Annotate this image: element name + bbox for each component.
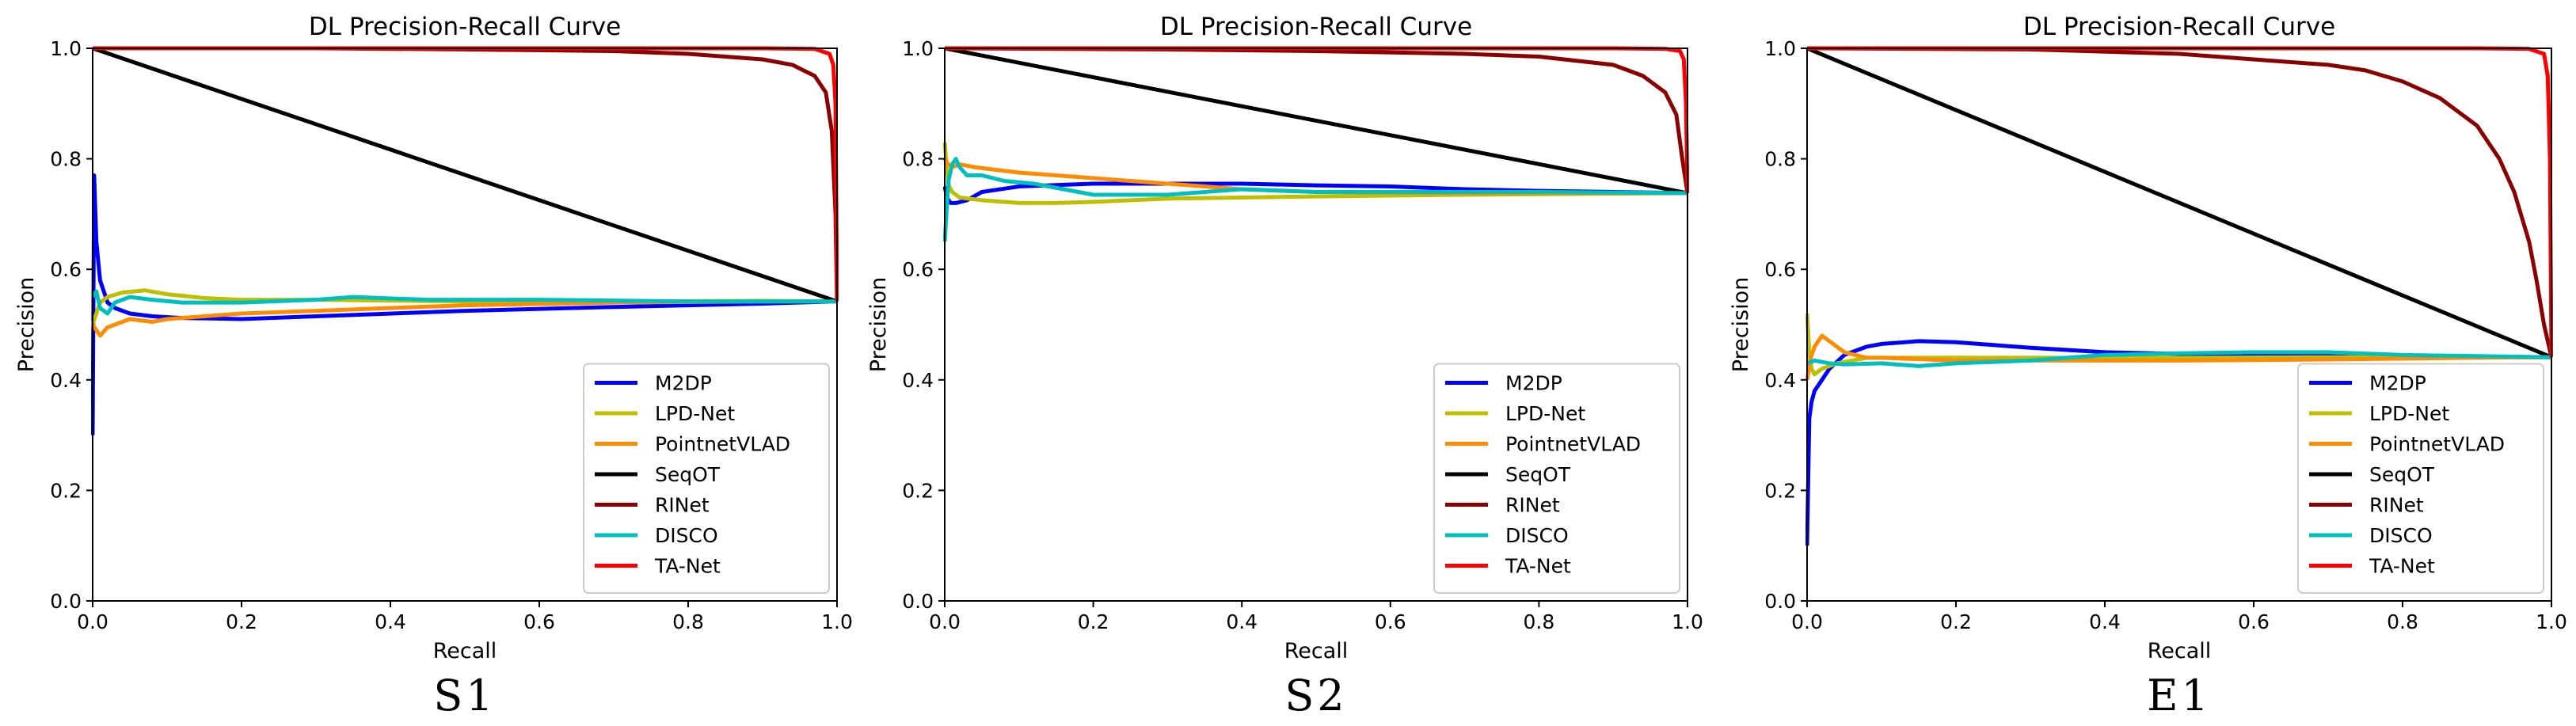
- legend-label: M2DP: [655, 372, 712, 395]
- y-tick-label: 0.0: [50, 590, 82, 613]
- legend-label: TA-Net: [654, 555, 721, 578]
- x-tick-label: 0.4: [375, 610, 406, 633]
- legend-box: [2297, 363, 2544, 594]
- series-line-seqot: [1806, 46, 2552, 359]
- series-line-seqot: [944, 46, 1688, 196]
- x-tick-label: 1.0: [1672, 610, 1703, 633]
- y-tick-label: 0.8: [50, 148, 82, 171]
- y-axis-title: Precision: [866, 277, 891, 372]
- legend-label: TA-Net: [2369, 555, 2435, 578]
- x-tick-label: 0.0: [929, 610, 961, 633]
- x-tick-label: 0.8: [1524, 610, 1555, 633]
- legend-label: PointnetVLAD: [1505, 433, 1641, 456]
- y-tick-label: 0.4: [902, 369, 934, 392]
- chart-title: DL Precision-Recall Curve: [309, 13, 621, 41]
- legend-label: RINet: [655, 494, 710, 517]
- y-tick-label: 0.2: [902, 479, 934, 502]
- x-tick-label: 0.0: [77, 610, 108, 633]
- series-line-disco: [1806, 350, 2552, 368]
- legend: M2DP LPD-Net PointnetVLAD SeqOT RINet DISCO TA…: [2297, 363, 2544, 594]
- y-tick-label: 1.0: [1764, 37, 1796, 60]
- x-tick-label: 0.8: [672, 610, 704, 633]
- legend-label: PointnetVLAD: [2369, 433, 2505, 456]
- series-line-seqot: [92, 46, 838, 304]
- y-tick-label: 0.6: [902, 258, 934, 281]
- legend-label: RINet: [1505, 494, 1560, 517]
- legend-label: DISCO: [2369, 524, 2433, 547]
- legend-label: LPD-Net: [2369, 402, 2449, 425]
- series-line-disco: [943, 157, 1688, 242]
- y-tick-label: 0.4: [50, 369, 82, 392]
- y-tick-label: 0.8: [1764, 148, 1796, 171]
- x-tick-label: 0.6: [1375, 610, 1406, 633]
- legend-label: SeqOT: [1505, 463, 1571, 486]
- legend: M2DP LPD-Net PointnetVLAD SeqOT RINet DISCO TA…: [1433, 363, 1680, 594]
- legend-box: [583, 363, 830, 594]
- legend-label: DISCO: [655, 524, 718, 547]
- legend-label: SeqOT: [2369, 463, 2435, 486]
- y-tick-label: 0.0: [1764, 590, 1796, 613]
- plot-frame: [92, 48, 838, 602]
- series-line-rinet: [944, 46, 1689, 194]
- x-tick-label: 0.6: [2238, 610, 2270, 633]
- y-tick-label: 0.6: [50, 258, 82, 281]
- legend-label: SeqOT: [655, 463, 721, 486]
- y-tick-label: 0.0: [902, 590, 934, 613]
- chart-panel-3: DL Precision-Recall Curve 0.0 0.2 0.4 0.6 0.8…: [1729, 13, 2567, 720]
- y-tick-label: 1.0: [902, 37, 934, 60]
- series-line-pointnetvlad: [1805, 333, 2552, 381]
- x-tick-label: 0.4: [1226, 610, 1258, 633]
- series-line-lpd-net: [943, 142, 1688, 205]
- legend-box: [1433, 363, 1680, 594]
- series-line-rinet: [1806, 46, 2553, 358]
- x-tick-label: 0.6: [523, 610, 555, 633]
- y-tick-label: 0.2: [50, 479, 82, 502]
- legend-label: LPD-Net: [655, 402, 735, 425]
- y-tick-label: 0.8: [902, 148, 934, 171]
- chart-panel-1: DL Precision-Recall Curve 0.0 0.2 0.4 0.6 0.8…: [14, 13, 853, 720]
- x-tick-label: 0.8: [2387, 610, 2418, 633]
- legend-label: M2DP: [2369, 372, 2426, 395]
- y-tick-label: 0.2: [1764, 479, 1796, 502]
- chart-title: DL Precision-Recall Curve: [1160, 13, 1472, 41]
- legend-label: TA-Net: [1505, 555, 1571, 578]
- y-tick-label: 1.0: [50, 37, 82, 60]
- panel-caption: S2: [1284, 671, 1347, 720]
- legend-label: DISCO: [1505, 524, 1569, 547]
- plot-frame: [1806, 48, 2552, 602]
- chart-title: DL Precision-Recall Curve: [2023, 13, 2335, 41]
- x-tick-label: 0.0: [1791, 610, 1823, 633]
- panel-caption: S1: [433, 671, 496, 720]
- x-axis-title: Recall: [2148, 639, 2212, 663]
- x-tick-label: 0.2: [1078, 610, 1109, 633]
- plot-frame: [944, 48, 1688, 602]
- legend-label: PointnetVLAD: [655, 433, 790, 456]
- series-group: [1805, 46, 2553, 546]
- y-tick-label: 0.4: [1764, 369, 1796, 392]
- series-line-pointnetvlad: [91, 299, 837, 338]
- y-axis-title: Precision: [1729, 277, 1753, 372]
- legend-label: M2DP: [1505, 372, 1562, 395]
- x-axis-title: Recall: [433, 639, 497, 663]
- x-tick-label: 1.0: [2536, 610, 2567, 633]
- y-axis-title: Precision: [14, 277, 39, 372]
- chart-panel-2: DL Precision-Recall Curve 0.0 0.2 0.4 0.6 0.8…: [866, 13, 1703, 720]
- legend-label: RINet: [2369, 494, 2424, 517]
- x-tick-label: 0.4: [2089, 610, 2121, 633]
- y-tick-label: 0.6: [1764, 258, 1796, 281]
- x-axis-title: Recall: [1284, 639, 1349, 663]
- x-tick-label: 0.2: [226, 610, 257, 633]
- series-group: [943, 46, 1689, 242]
- x-tick-label: 0.2: [1940, 610, 1972, 633]
- x-tick-label: 1.0: [821, 610, 853, 633]
- series-line-m2dp: [91, 173, 838, 435]
- legend: M2DP LPD-Net PointnetVLAD SeqOT RINet DISCO TA…: [583, 363, 830, 594]
- legend-label: LPD-Net: [1505, 402, 1585, 425]
- panel-caption: E1: [2147, 671, 2212, 720]
- series-line-disco: [91, 289, 837, 316]
